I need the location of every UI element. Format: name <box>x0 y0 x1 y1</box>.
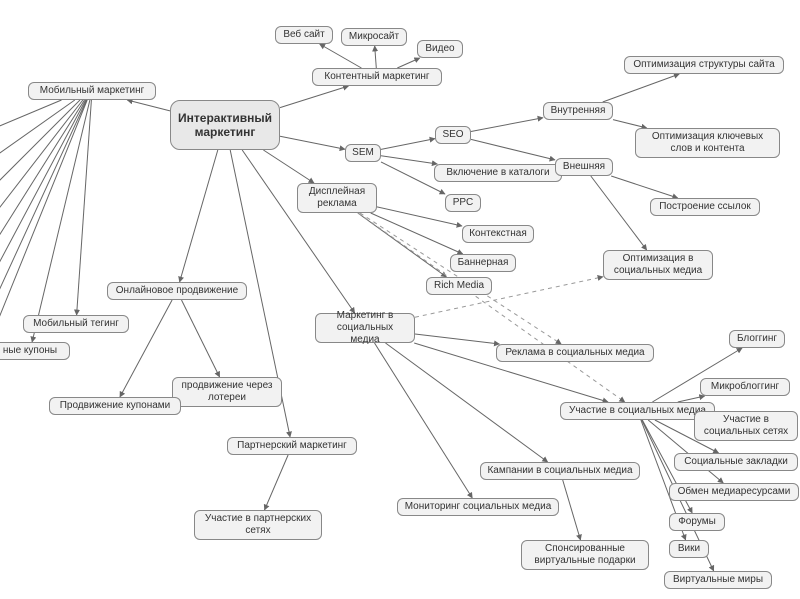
node-microblog: Микроблоггинг <box>700 378 790 396</box>
node-display: Дисплейная реклама <box>297 183 377 213</box>
edge-external-linkbuild <box>611 176 678 198</box>
edge-mobilemkt-offscreen-5 <box>0 100 86 280</box>
edge-root-content <box>280 86 349 108</box>
edge-seo-internal <box>471 118 543 132</box>
edge-affiliate-affpart <box>265 455 289 510</box>
edge-internal-structopt <box>603 74 680 102</box>
node-socnets: Участие в социальных сетях <box>694 411 798 441</box>
node-virtworlds: Виртуальные миры <box>664 571 772 589</box>
node-catalogs: Включение в каталоги <box>434 164 562 182</box>
node-banner: Баннерная <box>450 254 516 272</box>
edge-seo-external <box>471 139 555 160</box>
node-smpart: Участие в социальных медиа <box>560 402 715 420</box>
node-linkbuild: Построение ссылок <box>650 198 760 216</box>
edge-root-onlineprom <box>180 150 218 282</box>
edge-smcamp-sponsored <box>563 480 581 540</box>
node-mediashare: Обмен медиаресурсами <box>669 483 799 501</box>
edge-root-display <box>263 150 314 183</box>
node-affpart: Участие в партнерских сетях <box>194 510 322 540</box>
edge-root-mobilemkt <box>127 100 170 111</box>
node-smopt: Оптимизация в социальных медиа <box>603 250 713 280</box>
node-bookmarks: Социальные закладки <box>674 453 798 471</box>
edge-content-video <box>397 58 420 68</box>
node-forums: Форумы <box>669 513 725 531</box>
node-video: Видео <box>417 40 463 58</box>
edge-mobilemkt-offscreen-1 <box>0 100 75 160</box>
edge-content-microsite <box>375 46 377 68</box>
node-mobiletag: Мобильный тегинг <box>23 315 129 333</box>
node-ppc: PPC <box>445 194 481 212</box>
node-coupons: ные купоны <box>0 342 70 360</box>
edge-external-smopt <box>591 176 647 250</box>
node-content: Контентный маркетинг <box>312 68 442 86</box>
node-website: Веб сайт <box>275 26 333 44</box>
edge-onlineprom-couponprom <box>120 300 172 397</box>
edge-internal-keywords <box>613 120 647 128</box>
node-microsite: Микросайт <box>341 28 407 46</box>
node-sem: SEM <box>345 144 381 162</box>
node-mobilemkt: Мобильный маркетинг <box>28 82 156 100</box>
node-smad: Реклама в социальных медиа <box>496 344 654 362</box>
node-sponsored: Спонсированные виртуальные подарки <box>521 540 649 570</box>
node-seo: SEO <box>435 126 471 144</box>
node-smcamp: Кампании в социальных медиа <box>480 462 640 480</box>
edge-mobilemkt-offscreen-4 <box>0 100 85 250</box>
node-context: Контекстная <box>462 225 534 243</box>
node-affiliate: Партнерский маркетинг <box>227 437 357 455</box>
edge-mobilemkt-mobiletag <box>77 100 92 315</box>
node-lottery: продвижение через лотереи <box>172 377 282 407</box>
edge-mobilemkt-offscreen-3 <box>0 100 83 220</box>
edge-sem-seo <box>381 139 435 150</box>
edge-mobilemkt-coupons <box>32 100 90 342</box>
node-keywords: Оптимизация ключевых слов и контента <box>635 128 780 158</box>
edge-display-banner <box>371 213 463 254</box>
edge-smmkt-smad <box>415 334 499 344</box>
node-external: Внешняя <box>555 158 613 176</box>
node-smmkt: Маркетинг в социальных медиа <box>315 313 415 343</box>
node-root: Интерактивный маркетинг <box>170 100 280 150</box>
edge-root-smmkt <box>242 150 355 313</box>
node-richmedia: Rich Media <box>426 277 492 295</box>
edge-display-richmedia <box>358 213 447 277</box>
node-internal: Внутренняя <box>543 102 613 120</box>
edge-root-sem <box>280 136 345 149</box>
edge-mobilemkt-offscreen-2 <box>0 100 80 190</box>
node-couponprom: Продвижение купонами <box>49 397 181 415</box>
node-smmon: Мониторинг социальных медиа <box>397 498 559 516</box>
edge-content-website <box>320 44 362 68</box>
edge-onlineprom-lottery <box>182 300 220 377</box>
node-structopt: Оптимизация структуры сайта <box>624 56 784 74</box>
node-onlineprom: Онлайновое продвижение <box>107 282 247 300</box>
edge-mobilemkt-offscreen-6 <box>0 100 87 310</box>
node-blogging: Блоггинг <box>729 330 785 348</box>
edge-mobilemkt-offscreen-0 <box>0 100 62 130</box>
edge-sem-catalogs <box>381 156 437 164</box>
edge-smmkt-smmon <box>375 343 473 498</box>
edge-mobilemkt-offscreen-7 <box>0 100 87 340</box>
node-wiki: Вики <box>669 540 709 558</box>
